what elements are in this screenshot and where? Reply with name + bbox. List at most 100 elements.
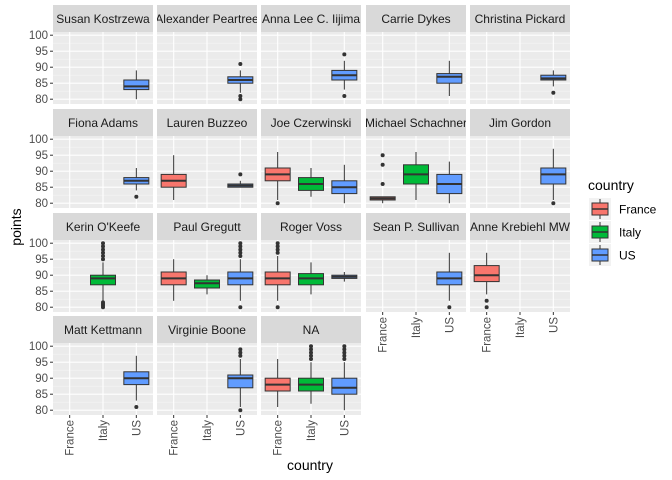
panel-strip [53, 316, 153, 343]
x-tick-label: France [65, 420, 77, 456]
y-tick-label: 100 [29, 134, 48, 146]
box-italy [298, 262, 324, 295]
panel-jim-gordon: Jim Gordon [470, 109, 570, 208]
outlier-point [238, 247, 243, 252]
outlier-point [101, 300, 105, 305]
outlier-point [238, 244, 243, 249]
outlier-point [275, 250, 280, 255]
y-tick-label: 95 [35, 357, 48, 369]
panel-strip [53, 213, 153, 240]
y-tick-label: 85 [35, 78, 48, 90]
box-france [264, 152, 291, 206]
box-italy [298, 344, 324, 404]
outlier-point [238, 250, 243, 255]
x-tick-label: US [235, 420, 247, 436]
outlier-point [484, 305, 489, 310]
x-tick-label: Italy [98, 420, 110, 441]
y-tick-label: 85 [35, 286, 48, 298]
box-iqr [90, 274, 116, 286]
panel-strip [366, 213, 466, 240]
x-axis-title: country [287, 457, 333, 473]
outlier-point [309, 353, 313, 358]
panel-title: Virginie Boone [168, 323, 246, 337]
box-italy [298, 168, 324, 197]
outlier-point [380, 162, 385, 167]
x-tick-label: Italy [202, 420, 214, 441]
panel-title: Sean P. Sullivan [373, 220, 460, 234]
x-tick-label: France [169, 420, 181, 456]
outlier-point [238, 353, 243, 358]
outlier-point [275, 241, 280, 246]
box-us [227, 241, 254, 310]
panel-title: Anne Krebiehl MW [470, 220, 571, 234]
legend-entry-italy: Italy [589, 221, 641, 243]
outlier-point [238, 408, 243, 413]
box-france [160, 155, 187, 200]
outlier-point [342, 344, 347, 349]
panel-christina-pickard: Christina Pickard [470, 5, 570, 104]
outlier-point [238, 350, 243, 355]
outlier-point [238, 347, 243, 352]
panel-matt-kettmann: Matt Kettmann 80 85 90 95 100 France Italy US [29, 316, 153, 456]
panel-title: NA [303, 323, 320, 337]
box-us [227, 172, 254, 188]
panel-virginie-boone: Virginie Boone France Italy US [157, 316, 257, 456]
panel-na: NA France Italy US [261, 316, 361, 456]
panel-strip [157, 213, 257, 240]
box-france [369, 153, 396, 204]
y-axis-title: points [8, 208, 24, 245]
box-italy [403, 152, 429, 200]
panel-title: Kerin O'Keefe [66, 220, 141, 234]
x-tick-label: France [378, 317, 390, 353]
outlier-point [309, 347, 313, 352]
legend: country France Italy US [588, 177, 657, 266]
y-tick-label: 80 [35, 302, 48, 314]
outlier-point [342, 94, 347, 98]
outlier-point [101, 254, 105, 258]
y-tick-label: 85 [35, 389, 48, 401]
box-us [540, 148, 567, 206]
outlier-point [342, 353, 347, 358]
legend-label: US [619, 249, 636, 263]
y-tick-label: 85 [35, 182, 48, 194]
y-tick-label: 90 [35, 62, 48, 74]
outlier-point [275, 247, 280, 252]
outlier-point [551, 90, 556, 95]
outlier-point [238, 97, 243, 102]
x-tick-label: US [548, 317, 560, 333]
outlier-point [447, 305, 452, 310]
outlier-point [275, 244, 280, 249]
panel-title: Michael Schachner [365, 116, 467, 130]
y-tick-label: 90 [35, 166, 48, 178]
x-tick-label: France [273, 420, 285, 456]
panel-michael-schachner: Michael Schachner [365, 109, 467, 208]
x-tick-label: Italy [411, 317, 423, 338]
panel-susan-kostrzewa: Susan Kostrzewa 80 85 90 95 100 [29, 5, 153, 106]
panel-title: Alexander Peartree [155, 12, 259, 26]
y-tick-label: 80 [35, 94, 48, 106]
panel-joe-czerwinski: Joe Czerwinski [261, 109, 361, 208]
panel-fiona-adams: Fiona Adams 80 85 90 95 100 [29, 109, 153, 210]
box-us [227, 347, 254, 413]
panel-title: Matt Kettmann [64, 323, 142, 337]
box-iqr [436, 73, 463, 84]
panel-title: Paul Gregutt [173, 220, 241, 234]
box-france [473, 252, 500, 310]
panel-paul-gregutt: Paul Gregutt [157, 213, 257, 312]
panel-strip [470, 109, 570, 136]
outlier-point [101, 241, 105, 246]
outlier-point [238, 172, 243, 177]
panel-title: Joe Czerwinski [271, 116, 352, 130]
panel-title: Lauren Buzzeo [167, 116, 248, 130]
outlier-point [238, 62, 243, 66]
box-iqr [227, 374, 254, 389]
box-italy [194, 275, 220, 295]
outlier-point [238, 305, 243, 310]
outlier-point [380, 153, 385, 158]
outlier-point [309, 350, 313, 355]
box-us [331, 164, 358, 204]
panel-strip [366, 109, 466, 136]
outlier-point [309, 357, 313, 361]
box-us [331, 272, 358, 282]
